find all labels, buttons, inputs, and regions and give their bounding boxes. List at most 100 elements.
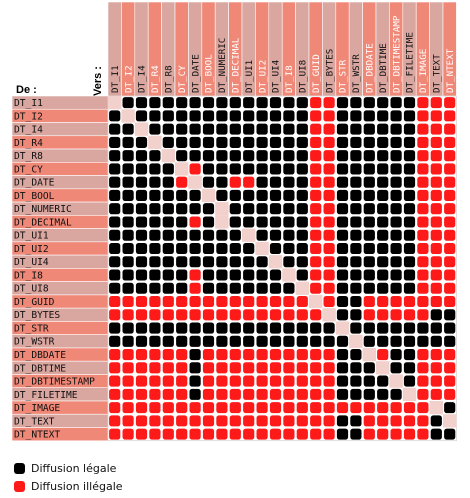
illegal-cast-marker [310, 269, 322, 281]
legal-cast-marker [189, 150, 201, 162]
legal-cast-marker [296, 123, 308, 135]
legal-cast-marker [109, 189, 121, 201]
legal-cast-marker [149, 269, 161, 281]
legal-cast-marker [216, 282, 228, 294]
illegal-cast-marker [430, 296, 442, 308]
legal-cast-marker [336, 428, 349, 440]
legal-cast-marker [269, 176, 282, 188]
legal-cast-marker [109, 282, 121, 294]
legal-cast-marker [363, 216, 375, 228]
illegal-cast-marker [269, 349, 282, 361]
legal-cast-marker [189, 242, 201, 255]
illegal-cast-marker [430, 282, 442, 294]
legal-cast-marker [283, 335, 295, 347]
legal-cast-marker [243, 163, 255, 175]
legal-cast-marker [403, 176, 416, 188]
illegal-cast-marker [135, 402, 148, 414]
legal-cast-marker [243, 97, 255, 109]
illegal-cast-marker [310, 375, 322, 387]
illegal-cast-marker [296, 362, 308, 374]
legal-cast-marker [202, 123, 215, 135]
legal-cast-marker [377, 335, 389, 347]
legal-cast-marker [390, 189, 402, 201]
illegal-cast-marker [310, 256, 322, 268]
legal-cast-marker [403, 349, 416, 361]
legal-cast-marker [363, 150, 375, 162]
legal-cast-marker [216, 176, 228, 188]
illegal-cast-marker [109, 309, 121, 321]
legal-cast-marker [336, 349, 349, 361]
legal-cast-marker [149, 256, 161, 268]
legal-cast-marker [403, 189, 416, 201]
legal-cast-marker [229, 189, 241, 201]
legal-cast-marker [162, 282, 174, 294]
legal-cast-marker [350, 415, 362, 427]
illegal-cast-marker [323, 163, 335, 175]
legal-cast-marker [202, 335, 215, 347]
illegal-cast-marker [310, 136, 322, 148]
legal-cast-marker [149, 150, 161, 162]
legal-cast-marker [229, 269, 241, 281]
legal-cast-marker [243, 150, 255, 162]
illegal-cast-marker [310, 362, 322, 374]
legal-cast-marker [403, 282, 416, 294]
illegal-cast-marker [296, 415, 308, 427]
legal-cast-marker [350, 176, 362, 188]
legal-cast-marker [122, 136, 134, 148]
illegal-cast-marker [269, 428, 282, 440]
legal-cast-marker [363, 110, 375, 122]
row-header-label: DT_NTEXT [14, 430, 60, 441]
illegal-cast-marker [243, 428, 255, 440]
diagonal-cell [175, 162, 189, 176]
illegal-cast-marker [243, 415, 255, 427]
legal-cast-marker [350, 203, 362, 215]
legal-cast-marker [350, 269, 362, 281]
legal-cast-marker [135, 97, 148, 109]
illegal-cast-marker [229, 428, 241, 440]
legal-cast-marker [109, 136, 121, 148]
illegal-cast-marker [310, 189, 322, 201]
legal-cast-marker [403, 375, 416, 387]
legal-cast-marker [350, 375, 362, 387]
legal-cast-marker [243, 110, 255, 122]
legal-cast-marker [229, 150, 241, 162]
illegal-cast-marker [122, 349, 134, 361]
illegal-cast-marker [216, 402, 228, 414]
column-header-label: DT_GUID [311, 54, 322, 93]
illegal-cast-marker [296, 428, 308, 440]
legal-cast-marker [350, 110, 362, 122]
legal-cast-marker [269, 322, 282, 334]
legal-cast-marker [296, 242, 308, 255]
illegal-cast-marker [189, 282, 201, 294]
illegal-cast-marker [430, 203, 442, 215]
illegal-cast-marker [390, 428, 402, 440]
illegal-cast-marker [323, 242, 335, 255]
legal-cast-marker [269, 189, 282, 201]
row-header-label: DT_DATE [14, 178, 55, 189]
illegal-cast-marker [269, 362, 282, 374]
illegal-cast-marker [162, 388, 174, 400]
illegal-cast-marker [403, 309, 416, 321]
illegal-cast-marker [176, 375, 188, 387]
illegal-cast-marker [229, 402, 241, 414]
illegal-cast-marker [444, 163, 456, 175]
illegal-cast-marker [430, 388, 442, 400]
illegal-cast-marker [363, 402, 375, 414]
legal-cast-marker [283, 216, 295, 228]
legal-cast-marker [350, 362, 362, 374]
legal-cast-marker [162, 97, 174, 109]
column-header-label: DT_NUMERIC [217, 38, 228, 93]
legal-cast-marker [135, 335, 148, 347]
legal-cast-marker [350, 150, 362, 162]
illegal-cast-marker [444, 256, 456, 268]
illegal-cast-marker [323, 176, 335, 188]
illegal-cast-marker [149, 349, 161, 361]
column-header-label: DT_BOOL [204, 54, 215, 93]
legal-cast-marker [296, 256, 308, 268]
legal-cast-marker [390, 97, 402, 109]
column-header-label: DT_UI2 [257, 60, 268, 93]
row-header-label: DT_IMAGE [14, 403, 60, 414]
legal-cast-marker [296, 203, 308, 215]
legal-cast-marker [269, 242, 282, 255]
legend-item-illegal: Diffusion illégale [14, 477, 123, 495]
